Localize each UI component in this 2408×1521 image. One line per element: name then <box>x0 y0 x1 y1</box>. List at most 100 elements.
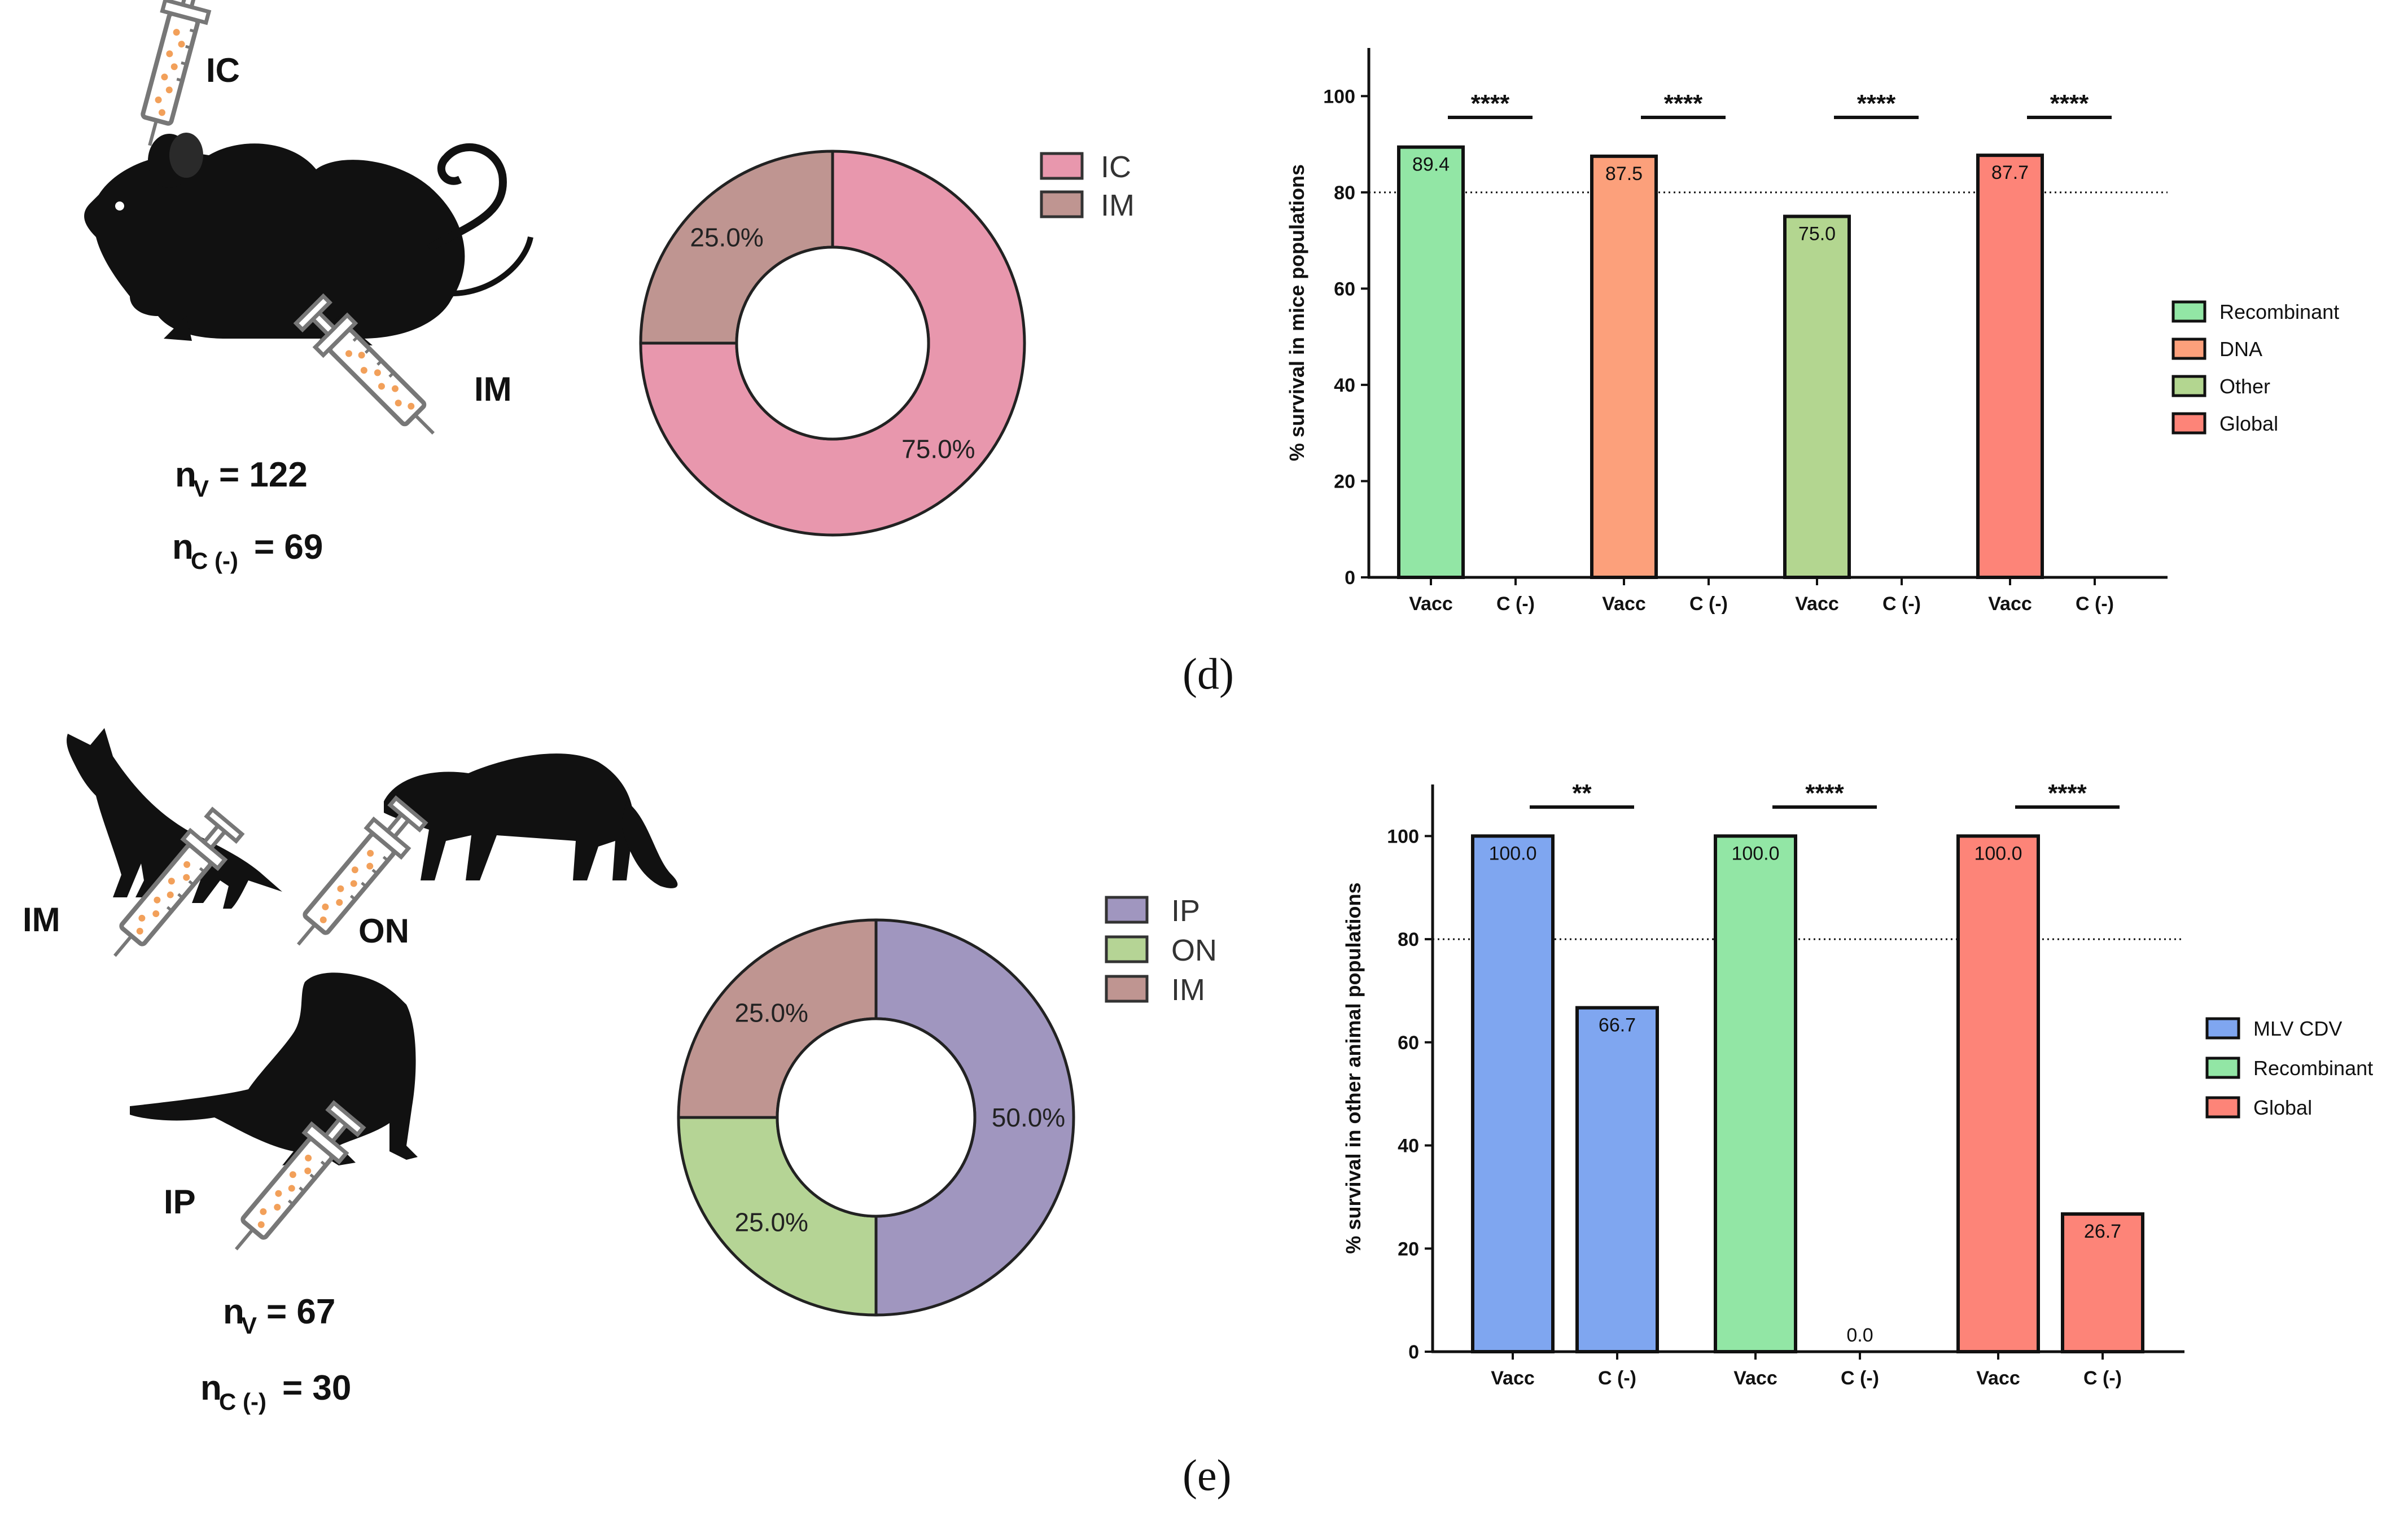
legend-swatch-global <box>2205 1096 2240 1119</box>
donut-e-pct-ip: 50.0% <box>992 1103 1065 1132</box>
donut-chart-d: 75.0% 25.0% <box>639 150 1026 537</box>
x-tick-label: Vacc <box>1795 593 1839 615</box>
legend-label-dna: DNA <box>2219 337 2262 361</box>
mouse-silhouette-icon <box>84 133 533 345</box>
y-tick-label: 80 <box>1398 929 1419 950</box>
legend-label-global: Global <box>2253 1096 2312 1119</box>
bar-vacc-global <box>1976 154 2044 579</box>
significance-label: **** <box>1664 90 1703 117</box>
bar-ctrl-global <box>2061 1212 2144 1353</box>
significance-label: **** <box>2048 779 2087 807</box>
y-tick-label: 100 <box>1323 86 1355 107</box>
ferret-silhouette-icon <box>130 972 418 1165</box>
panel-label-d: (d) <box>1183 649 1234 698</box>
bar-vacc-recombinant <box>1397 145 1465 579</box>
ip-site-label: IP <box>164 1183 196 1221</box>
bar-chart-mice: 0 20 40 60 80 100 % survival in mice populatio… <box>1285 48 2339 615</box>
legend-swatch-im <box>1040 190 1084 218</box>
bar-chart-other: 0 20 40 60 80 100 % survival in other animal p… <box>1342 779 2373 1389</box>
bar-vacc-other <box>1783 214 1851 580</box>
legend-label-ip: IP <box>1171 894 1200 928</box>
x-tick-label: C (-) <box>2076 593 2114 615</box>
y-axis-label: % survival in other animal populations <box>1342 882 1365 1253</box>
civet-silhouette-icon <box>384 753 678 888</box>
y-tick-label: 20 <box>1334 471 1355 492</box>
legend-swatch-dna <box>2171 337 2206 360</box>
bar-value-label: 0.0 <box>1846 1325 1873 1346</box>
svg-text:C (-): C (-) <box>219 1388 266 1415</box>
legend-swatch-im-e <box>1105 975 1149 1003</box>
fox-silhouette-icon <box>67 728 282 909</box>
legend-label-mlv-cdv: MLV CDV <box>2253 1017 2342 1040</box>
bar-value-label: 100.0 <box>1488 843 1536 864</box>
x-tick-label: Vacc <box>1988 593 2032 615</box>
legend-label-other: Other <box>2219 375 2270 398</box>
mouse-illustration: IC IM n V = 122 n C (-) = 69 <box>84 0 533 574</box>
significance-label: **** <box>1857 90 1896 117</box>
legend-swatch-ic <box>1040 152 1084 180</box>
x-tick-label: Vacc <box>1491 1367 1535 1389</box>
bar-value-label: 87.5 <box>1605 163 1643 185</box>
x-tick-label: C (-) <box>1598 1367 1636 1389</box>
donut-e-pct-im: 25.0% <box>735 998 808 1028</box>
im-site-label-e: IM <box>23 901 60 939</box>
y-tick-label: 0 <box>1345 567 1355 589</box>
svg-text:V: V <box>241 1312 257 1339</box>
svg-text:= 69: = 69 <box>254 528 323 567</box>
n-ctrl-text: n C (-) = 69 <box>172 528 323 574</box>
x-tick-label: Vacc <box>1976 1367 2020 1389</box>
svg-text:C (-): C (-) <box>191 547 238 574</box>
x-tick-label: C (-) <box>2083 1367 2122 1389</box>
x-tick-label: Vacc <box>1602 593 1646 615</box>
n-vacc-text: n V = 122 <box>175 455 308 502</box>
legend-label-ic: IC <box>1101 150 1131 184</box>
significance-label: **** <box>1471 90 1510 117</box>
y-tick-label: 40 <box>1334 375 1355 396</box>
n-vacc-text-e: n V = 67 <box>223 1292 335 1339</box>
donut-d-hole <box>735 246 930 441</box>
x-tick-label: C (-) <box>1689 593 1728 615</box>
significance-label: ** <box>1572 779 1592 807</box>
im-site-label: IM <box>474 370 512 408</box>
legend-swatch-ip <box>1105 896 1149 924</box>
donut-e-pct-on: 25.0% <box>735 1207 808 1237</box>
svg-text:n: n <box>200 1369 222 1408</box>
bar-value-label: 100.0 <box>1974 843 2022 864</box>
legend-swatch-global <box>2171 412 2206 435</box>
bar-value-label: 89.4 <box>1412 154 1450 176</box>
legend-swatch-on <box>1105 935 1149 963</box>
on-site-label: ON <box>358 912 409 950</box>
svg-text:= 122: = 122 <box>219 455 308 494</box>
bar-vacc-dna <box>1590 154 1658 579</box>
legend-label-recombinant: Recombinant <box>2219 300 2339 323</box>
y-tick-label: 60 <box>1398 1032 1419 1054</box>
significance-label: **** <box>2050 90 2089 117</box>
svg-text:n: n <box>175 455 196 494</box>
donut-e-legend: IP ON IM <box>1105 894 1217 1007</box>
legend-label-im: IM <box>1101 189 1135 222</box>
donut-d-legend: IC IM <box>1040 150 1135 222</box>
legend-swatch-mlv-cdv <box>2205 1017 2240 1040</box>
legend-swatch-other <box>2171 375 2206 397</box>
bar-vacc-recombinant <box>1714 834 1797 1353</box>
bar-vacc-global <box>1956 834 2040 1353</box>
x-tick-label: Vacc <box>1733 1367 1777 1389</box>
significance-label: **** <box>1805 779 1844 807</box>
svg-text:V: V <box>193 475 209 502</box>
legend-swatch-recombinant <box>2171 300 2206 323</box>
x-tick-label: C (-) <box>1496 593 1535 615</box>
bar-value-label: 26.7 <box>2084 1221 2121 1242</box>
svg-text:= 67: = 67 <box>266 1292 335 1331</box>
ic-site-label: IC <box>206 51 240 89</box>
bar-vacc-mlv-cdv <box>1471 834 1555 1353</box>
animals-illustration: IM ON IP n V = 67 n C (-) = 30 <box>23 728 678 1415</box>
svg-text:= 30: = 30 <box>282 1369 351 1408</box>
svg-text:n: n <box>223 1292 244 1331</box>
y-tick-label: 100 <box>1387 826 1419 847</box>
panel-label-e: (e) <box>1183 1450 1232 1500</box>
legend-label-on: ON <box>1171 933 1217 967</box>
bar-value-label: 66.7 <box>1599 1015 1636 1036</box>
n-ctrl-text-e: n C (-) = 30 <box>200 1369 351 1415</box>
legend-label-im-e: IM <box>1171 973 1205 1007</box>
